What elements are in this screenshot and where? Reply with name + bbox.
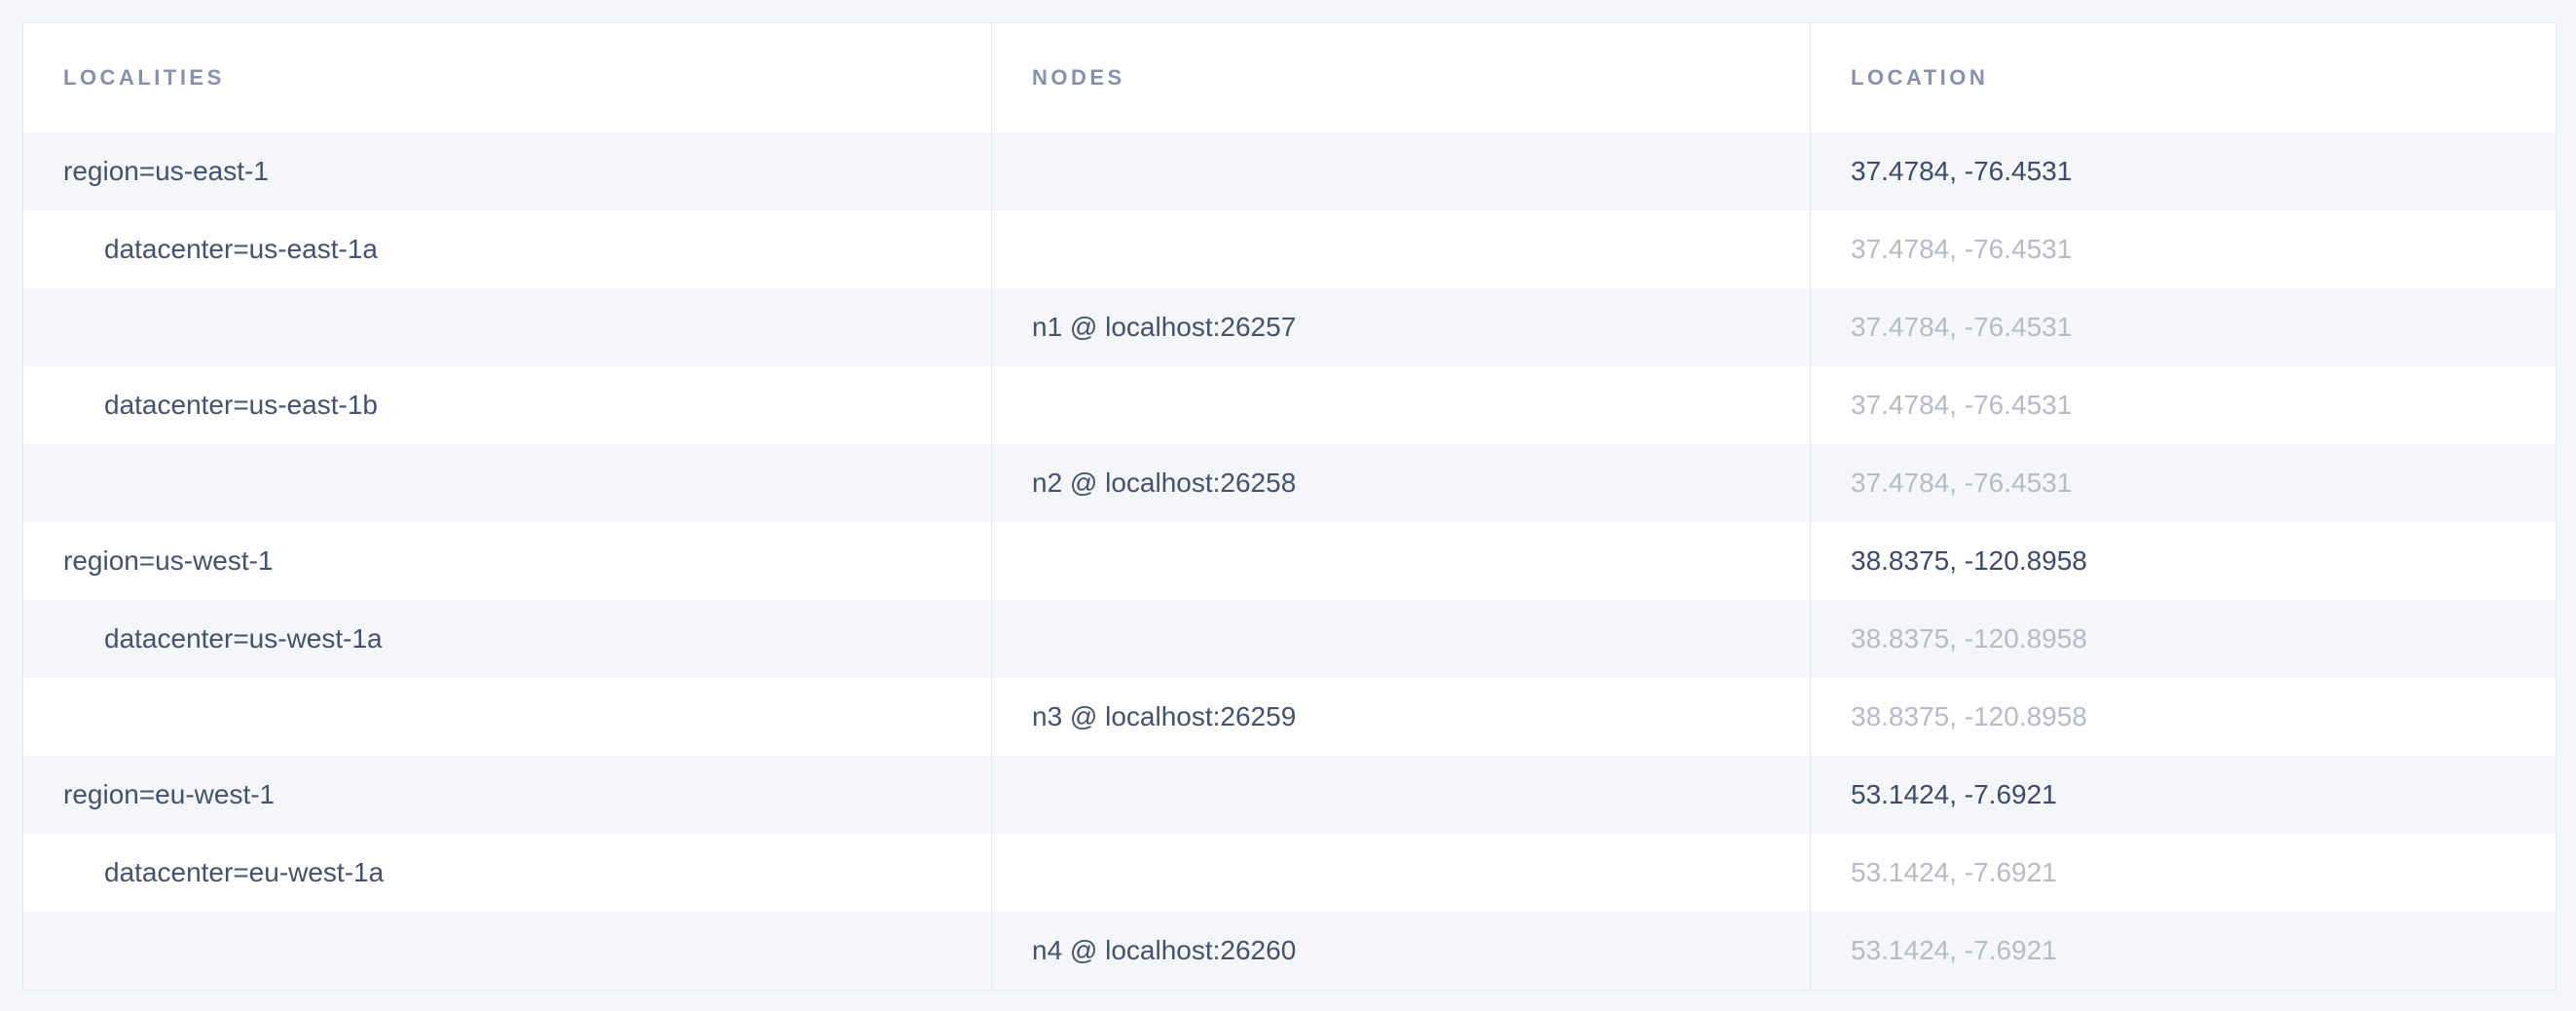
location-cell: 38.8375, -120.8958 bbox=[1810, 678, 2556, 756]
locality-cell: datacenter=eu-west-1a bbox=[23, 834, 991, 912]
location-cell: 37.4784, -76.4531 bbox=[1810, 366, 2556, 444]
column-header-localities: LOCALITIES bbox=[23, 23, 991, 132]
column-header-nodes: NODES bbox=[991, 23, 1810, 132]
location-cell: 53.1424, -7.6921 bbox=[1810, 912, 2556, 990]
node-cell: n4 @ localhost:26260 bbox=[991, 912, 1810, 990]
locality-cell: datacenter=us-east-1b bbox=[23, 366, 991, 444]
location-cell: 37.4784, -76.4531 bbox=[1810, 444, 2556, 522]
node-cell: n3 @ localhost:26259 bbox=[991, 678, 1810, 756]
table-row: n2 @ localhost:26258 37.4784, -76.4531 bbox=[23, 444, 2556, 522]
location-cell: 37.4784, -76.4531 bbox=[1810, 210, 2556, 288]
node-cell: n1 @ localhost:26257 bbox=[991, 288, 1810, 366]
locality-cell: datacenter=us-west-1a bbox=[23, 600, 991, 678]
locality-cell: datacenter=us-east-1a bbox=[23, 210, 991, 288]
table-row: region=us-west-1 38.8375, -120.8958 bbox=[23, 522, 2556, 600]
column-header-location: LOCATION bbox=[1810, 23, 2556, 132]
node-cell bbox=[991, 600, 1810, 678]
table-body: region=us-east-1 37.4784, -76.4531 datac… bbox=[23, 132, 2556, 990]
table-row: region=us-east-1 37.4784, -76.4531 bbox=[23, 132, 2556, 210]
localities-table: LOCALITIES NODES LOCATION region=us-east… bbox=[22, 22, 2557, 991]
locality-cell bbox=[23, 288, 991, 366]
location-cell: 38.8375, -120.8958 bbox=[1810, 600, 2556, 678]
table-row: datacenter=us-east-1b 37.4784, -76.4531 bbox=[23, 366, 2556, 444]
table-row: n4 @ localhost:26260 53.1424, -7.6921 bbox=[23, 912, 2556, 990]
table-row: region=eu-west-1 53.1424, -7.6921 bbox=[23, 756, 2556, 834]
node-cell bbox=[991, 210, 1810, 288]
location-cell: 53.1424, -7.6921 bbox=[1810, 756, 2556, 834]
table-row: datacenter=eu-west-1a 53.1424, -7.6921 bbox=[23, 834, 2556, 912]
table-row: n3 @ localhost:26259 38.8375, -120.8958 bbox=[23, 678, 2556, 756]
locality-cell: region=us-east-1 bbox=[23, 132, 991, 210]
node-cell: n2 @ localhost:26258 bbox=[991, 444, 1810, 522]
node-cell bbox=[991, 756, 1810, 834]
locality-cell: region=eu-west-1 bbox=[23, 756, 991, 834]
locality-cell bbox=[23, 912, 991, 990]
location-cell: 38.8375, -120.8958 bbox=[1810, 522, 2556, 600]
locality-cell bbox=[23, 444, 991, 522]
location-cell: 53.1424, -7.6921 bbox=[1810, 834, 2556, 912]
node-cell bbox=[991, 522, 1810, 600]
location-cell: 37.4784, -76.4531 bbox=[1810, 132, 2556, 210]
locality-cell bbox=[23, 678, 991, 756]
locality-cell: region=us-west-1 bbox=[23, 522, 991, 600]
table-row: datacenter=us-east-1a 37.4784, -76.4531 bbox=[23, 210, 2556, 288]
table-row: datacenter=us-west-1a 38.8375, -120.8958 bbox=[23, 600, 2556, 678]
node-cell bbox=[991, 366, 1810, 444]
node-cell bbox=[991, 132, 1810, 210]
location-cell: 37.4784, -76.4531 bbox=[1810, 288, 2556, 366]
table-header-row: LOCALITIES NODES LOCATION bbox=[23, 23, 2556, 132]
node-cell bbox=[991, 834, 1810, 912]
table-row: n1 @ localhost:26257 37.4784, -76.4531 bbox=[23, 288, 2556, 366]
